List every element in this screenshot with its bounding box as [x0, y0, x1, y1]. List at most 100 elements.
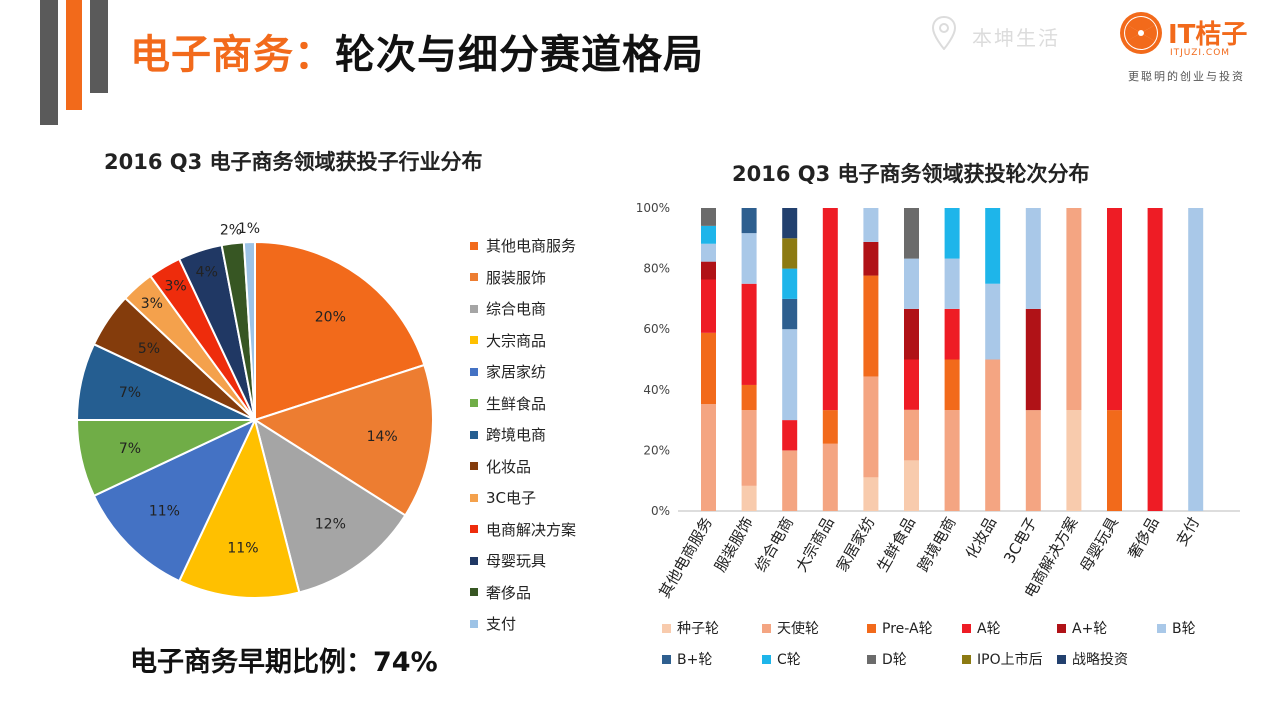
legend-swatch: [762, 654, 771, 664]
bar-segment: [1025, 410, 1041, 511]
legend-swatch: [470, 304, 478, 313]
bar-segment: [863, 208, 879, 242]
legend-label: IPO上市后: [977, 652, 1043, 668]
location-pin-icon: [932, 16, 956, 50]
bar-segment: [1147, 208, 1163, 511]
bar-segment: [782, 268, 798, 299]
pie-legend-item: 化妆品: [470, 451, 576, 483]
legend-label: 战略投资: [1072, 652, 1128, 668]
bar-segment: [782, 450, 798, 511]
legend-swatch: [470, 399, 478, 408]
logo-brand: IT桔子: [1168, 20, 1248, 50]
y-tick-label: 0%: [651, 504, 670, 518]
pie-label-item-5: 7%: [119, 441, 141, 457]
x-category-label: 支付: [1173, 514, 1204, 549]
bar-segment: [863, 477, 879, 511]
pie-legend-item: 生鲜食品: [470, 388, 576, 420]
legend-swatch: [867, 623, 876, 633]
legend-swatch: [470, 556, 478, 565]
pie-label-item-7: 5%: [138, 341, 160, 357]
pie-slice-item-1: [252, 363, 434, 517]
legend-swatch: [470, 273, 478, 282]
bar-segment: [741, 208, 757, 234]
x-category-label: 3C电子: [1000, 514, 1041, 566]
legend-label: 跨境电商: [486, 426, 547, 445]
bar-legend-item: C轮: [762, 649, 801, 669]
deco-bar-gray: [90, 0, 108, 93]
bar-segment: [782, 298, 798, 330]
bar-segment: [904, 359, 919, 410]
x-category-label: 化妆品: [962, 514, 1000, 562]
pie-slice-item-4: [92, 417, 258, 583]
legend-swatch: [470, 367, 478, 376]
pie-slice-item-0: [254, 240, 426, 422]
bar-segment: [701, 404, 716, 511]
bar-segment: [822, 443, 838, 511]
pie-legend-item: 3C电子: [470, 482, 576, 514]
pie-label-item-4: 11%: [149, 504, 180, 520]
x-category-label: 服装服饰: [711, 514, 757, 575]
bar-segment: [985, 359, 1001, 511]
bar-segment: [904, 460, 919, 511]
bar-legend-item: IPO上市后: [962, 649, 1043, 669]
bar-segment: [741, 384, 757, 411]
legend-swatch: [470, 493, 478, 502]
legend-label: D轮: [882, 652, 907, 668]
bar-segment: [1107, 410, 1122, 511]
bar-segment: [741, 485, 757, 511]
x-category-label: 跨境电商: [914, 514, 960, 575]
pie-label-item-2: 12%: [315, 517, 346, 533]
bar-legend-item: D轮: [867, 649, 907, 669]
bar-segment: [904, 409, 919, 461]
bar-legend-item: B+轮: [662, 649, 712, 669]
bar-segment: [904, 308, 919, 360]
pie-slice-item-12: [242, 240, 256, 421]
legend-label: 3C电子: [486, 489, 537, 508]
pie-label-item-12: 1%: [238, 221, 260, 237]
bar-chart-title: 2016 Q3 电子商务领域获投轮次分布: [732, 162, 1090, 186]
pie-legend-item: 家居家纺: [470, 356, 576, 388]
legend-swatch: [470, 588, 478, 597]
logo-url: ITJUZI.COM: [1170, 48, 1231, 58]
bar-segment: [782, 208, 798, 239]
y-tick-label: 40%: [643, 383, 670, 397]
bar-segment: [741, 410, 757, 486]
bar-segment: [1066, 208, 1082, 411]
bar-segment: [1025, 208, 1041, 309]
legend-swatch: [962, 654, 971, 664]
x-category-label: 生鲜食品: [873, 514, 919, 575]
bar-segment: [822, 410, 838, 444]
bar-legend-item: 天使轮: [762, 618, 819, 638]
pie-label-item-3: 11%: [227, 541, 258, 557]
pie-legend-item: 综合电商: [470, 293, 576, 325]
y-tick-label: 60%: [643, 322, 670, 336]
y-tick-label: 80%: [643, 262, 670, 276]
legend-label: A+轮: [1072, 621, 1108, 637]
bar-segment: [863, 275, 879, 377]
bar-segment: [863, 376, 879, 478]
orange-slice-icon: [1120, 12, 1162, 54]
bar-segment: [985, 208, 1001, 284]
bar-segment: [701, 279, 716, 333]
legend-swatch: [1157, 623, 1166, 633]
stacked-bar-chart: 0% 20% 40% 60% 80% 100% 其他电商服务服装服饰综合电商大宗商品家居家纺…: [636, 201, 1240, 601]
legend-swatch: [662, 623, 671, 633]
bar-segment: [944, 258, 960, 309]
page-title: 电子商务：轮次与细分赛道格局: [130, 22, 704, 80]
x-category-label: 家居家纺: [833, 514, 879, 575]
legend-label: 服装服饰: [486, 268, 547, 287]
bar-segment: [701, 208, 716, 226]
pie-label-item-8: 3%: [141, 296, 163, 312]
bar-segment: [701, 261, 716, 280]
bar-segment: [863, 241, 879, 276]
watermark: 本坤生活: [932, 14, 1082, 54]
bar-legend-item: 战略投资: [1057, 649, 1128, 669]
legend-swatch: [962, 623, 971, 633]
pie-label-item-11: 2%: [220, 223, 242, 239]
pie-legend-item: 母婴玩具: [470, 545, 576, 577]
bar-legend-item: A+轮: [1057, 618, 1107, 638]
legend-swatch: [470, 462, 478, 471]
deco-bar-orange: [66, 0, 82, 110]
early-stage-ratio: 电子商务早期比例：74%: [130, 647, 438, 678]
legend-label: 奢侈品: [486, 583, 532, 602]
